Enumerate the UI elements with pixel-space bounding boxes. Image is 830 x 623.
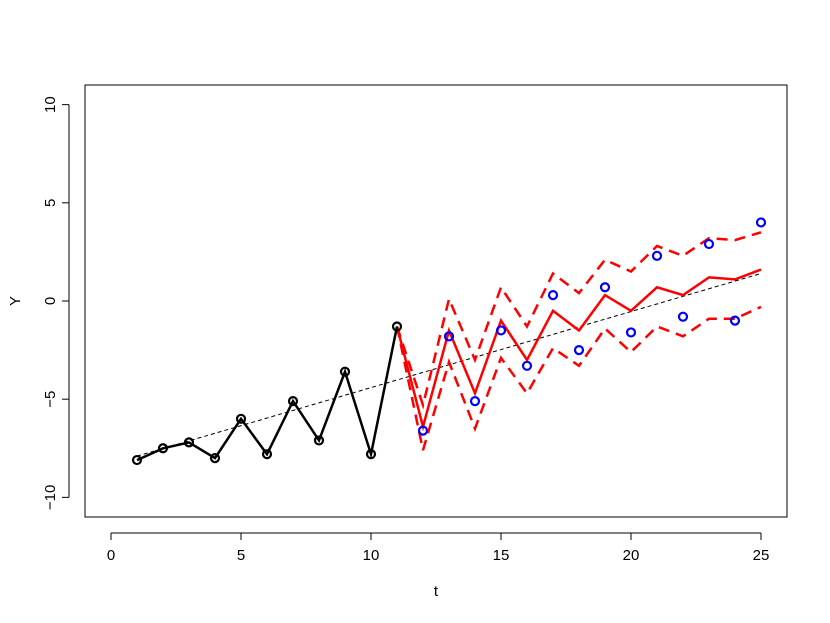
y-tick-label: 0 xyxy=(42,297,59,305)
upper-band-line xyxy=(395,231,762,410)
observed-line xyxy=(136,326,399,462)
plot-frame xyxy=(84,84,788,518)
lower-band-line xyxy=(395,305,762,451)
actual-point xyxy=(599,282,611,293)
y-tick-label: 5 xyxy=(42,199,59,207)
observed-point xyxy=(313,435,325,446)
actual-point xyxy=(521,360,533,371)
actual-point xyxy=(625,327,637,338)
observed-point xyxy=(131,454,143,466)
observed-point xyxy=(209,452,221,464)
y-tick-label: −5 xyxy=(42,391,59,408)
actual-point xyxy=(729,315,741,326)
observed-point xyxy=(287,396,299,407)
x-tick-label: 25 xyxy=(753,547,770,564)
y-tick-label: 10 xyxy=(42,96,59,113)
observed-point xyxy=(261,449,273,460)
x-axis-title: t xyxy=(434,583,439,600)
axes: 0 5 10 15 20 25 −10 −5 0 5 10 xyxy=(42,84,788,564)
plot-area xyxy=(131,217,767,466)
observed-point xyxy=(391,321,403,332)
actual-point xyxy=(417,425,429,436)
actual-point xyxy=(443,331,455,342)
actual-point xyxy=(573,344,585,356)
y-tick-label: −10 xyxy=(42,485,59,510)
x-tick-label: 10 xyxy=(363,547,380,564)
observed-point xyxy=(339,366,351,377)
observed-point xyxy=(365,449,377,460)
observed-point xyxy=(183,437,195,448)
observed-point xyxy=(157,443,169,454)
y-axis-title: Y xyxy=(7,296,24,306)
observed-point xyxy=(235,413,247,424)
actual-point xyxy=(547,290,559,301)
actual-point xyxy=(703,238,715,250)
actual-point xyxy=(755,217,767,228)
actual-point xyxy=(677,311,689,322)
x-tick-label: 20 xyxy=(623,547,640,564)
forecast-line xyxy=(395,268,762,432)
x-tick-label: 0 xyxy=(107,547,115,564)
actual-point xyxy=(651,250,663,261)
actual-point xyxy=(495,325,507,336)
x-tick-label: 5 xyxy=(237,547,245,564)
x-tick-label: 15 xyxy=(493,547,510,564)
actual-point xyxy=(469,396,481,407)
